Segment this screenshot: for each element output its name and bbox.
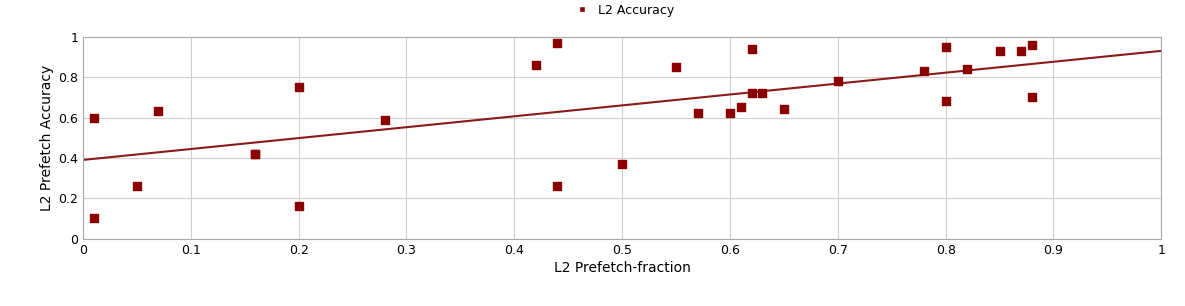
Point (246, 151, 265, 156)
Point (289, 85, 308, 90)
Point (688, 111, 707, 116)
Point (128, 184, 147, 188)
Point (376, 117, 395, 122)
Point (149, 109, 168, 114)
Point (84, 115, 103, 120)
Point (1023, 95, 1042, 100)
Point (720, 111, 739, 116)
Point (1023, 42, 1042, 47)
Point (957, 67, 976, 72)
Point (731, 105, 750, 110)
Legend: L2 Accuracy: L2 Accuracy (564, 0, 680, 21)
Y-axis label: L2 Prefetch Accuracy: L2 Prefetch Accuracy (40, 65, 55, 211)
Point (742, 47, 761, 51)
Point (547, 184, 566, 188)
Point (828, 79, 847, 84)
Point (936, 99, 955, 104)
Point (246, 151, 265, 156)
Point (547, 40, 566, 45)
Point (289, 204, 308, 209)
Point (775, 107, 794, 112)
Point (989, 48, 1008, 53)
Point (84, 216, 103, 221)
Point (1012, 48, 1031, 53)
Point (752, 91, 771, 96)
X-axis label: L2 Prefetch-fraction: L2 Prefetch-fraction (553, 261, 691, 275)
Point (666, 65, 685, 69)
Point (613, 162, 632, 166)
Point (742, 91, 761, 96)
Point (526, 62, 545, 67)
Point (915, 69, 934, 73)
Point (936, 44, 955, 49)
